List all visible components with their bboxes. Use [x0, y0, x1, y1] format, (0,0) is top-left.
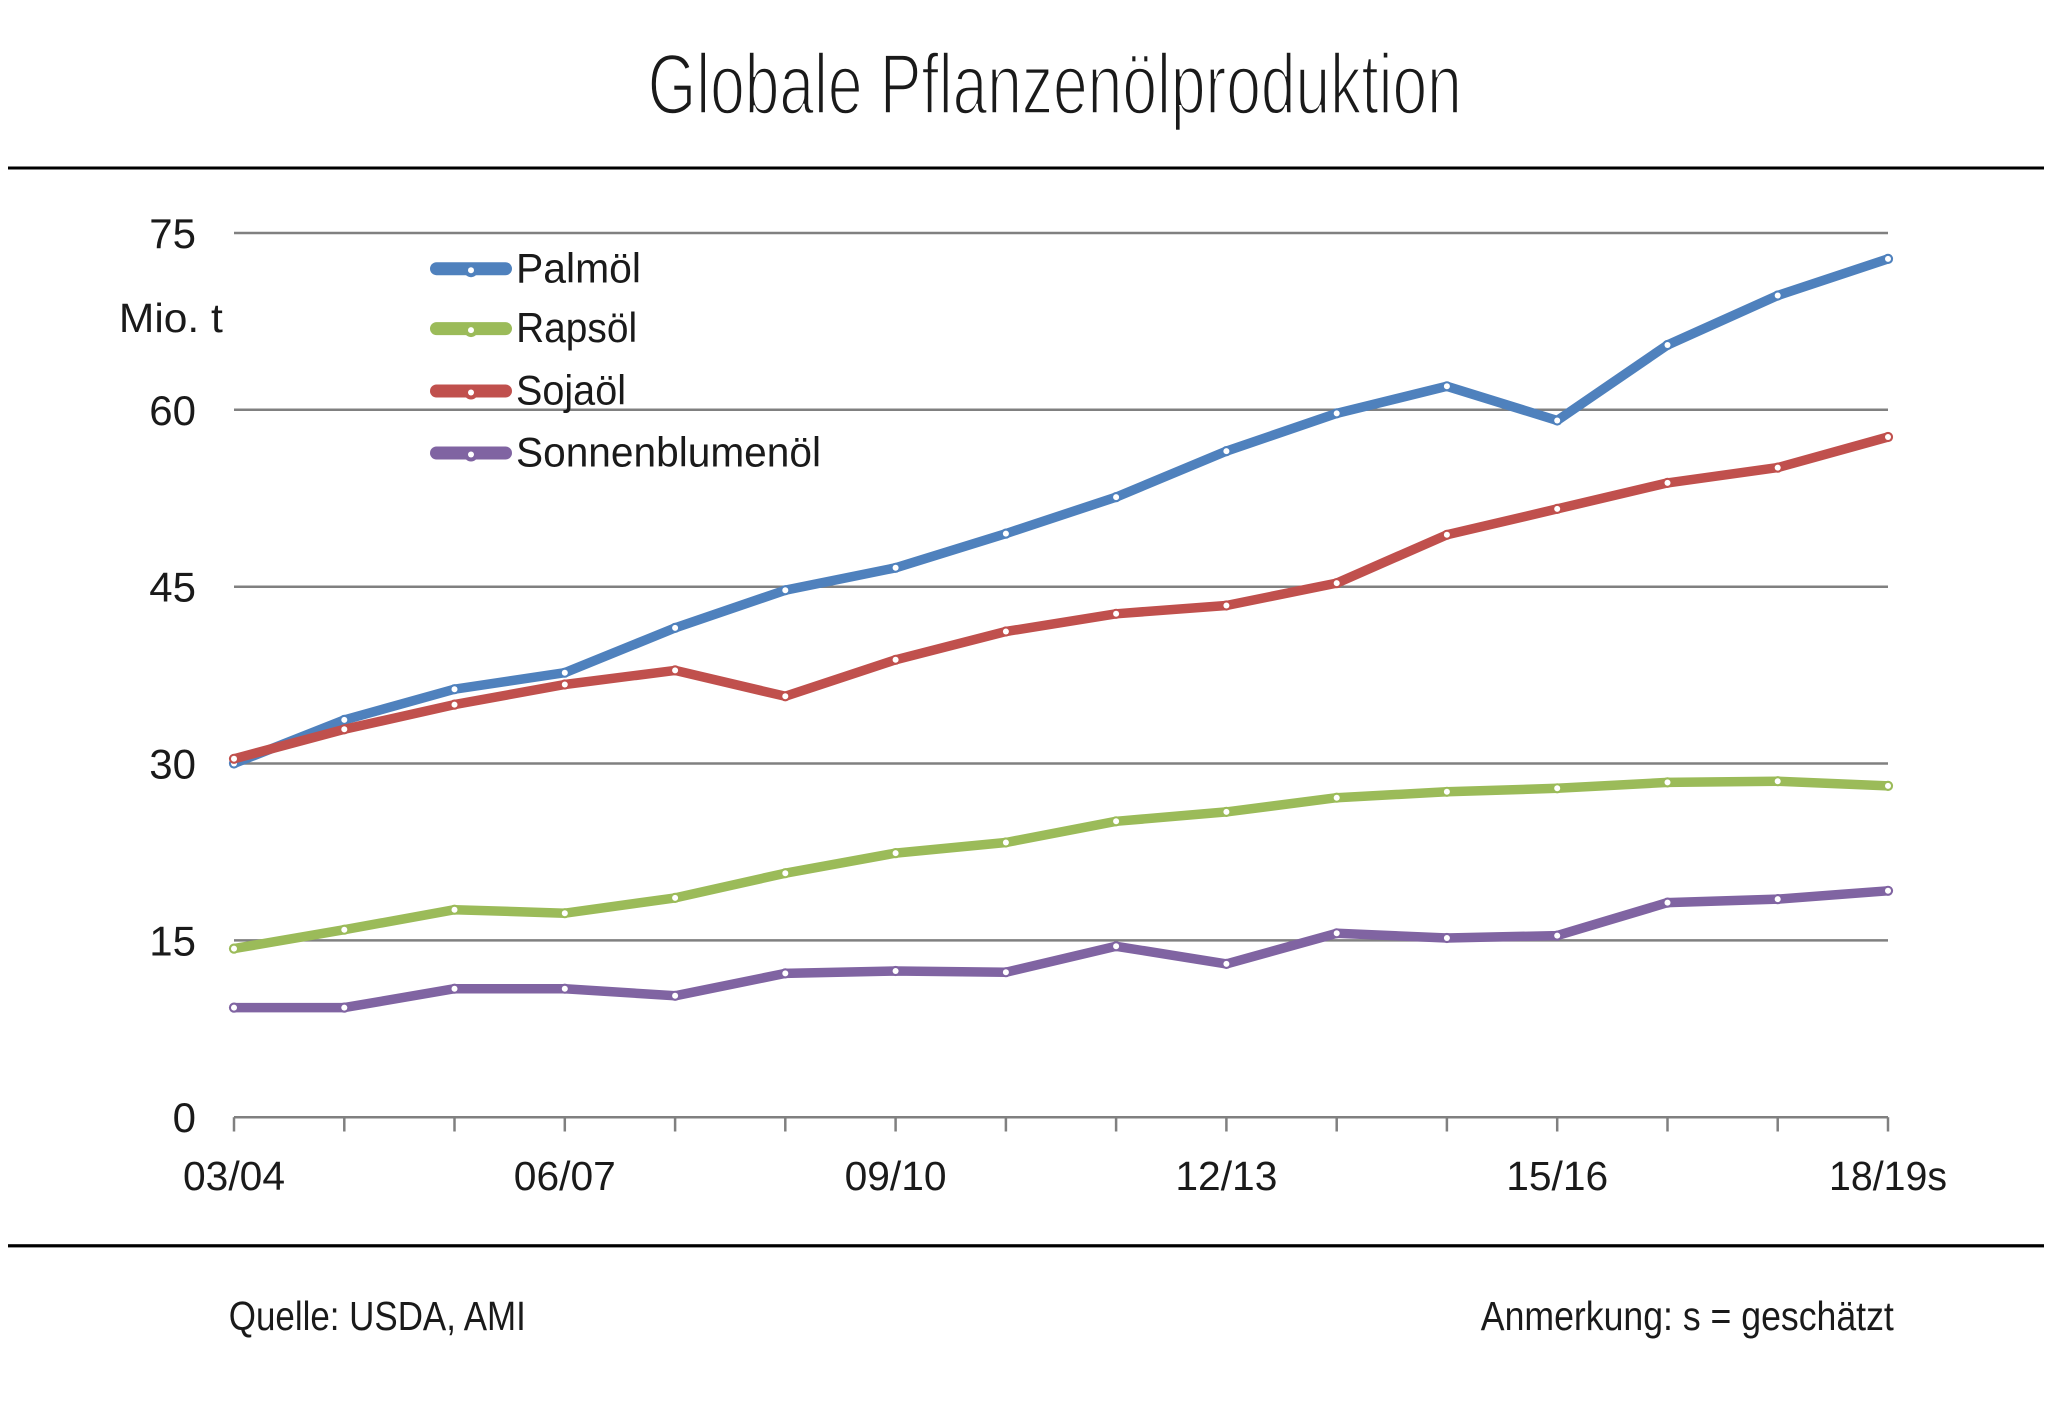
svg-text:06/07: 06/07 [514, 1153, 616, 1199]
svg-text:Globale Pflanzenölproduktion: Globale Pflanzenölproduktion [648, 38, 1462, 133]
svg-text:30: 30 [149, 741, 196, 788]
svg-text:75: 75 [149, 210, 196, 257]
svg-text:Quelle: USDA, AMI: Quelle: USDA, AMI [229, 1293, 526, 1339]
svg-text:Anmerkung: s = geschätzt: Anmerkung: s = geschätzt [1481, 1293, 1895, 1339]
svg-text:15/16: 15/16 [1506, 1153, 1608, 1199]
svg-text:Sonnenblumenöl: Sonnenblumenöl [516, 429, 821, 476]
svg-text:09/10: 09/10 [845, 1153, 947, 1199]
svg-text:Mio. t: Mio. t [119, 295, 224, 341]
svg-text:Sojaöl: Sojaöl [516, 367, 626, 414]
svg-text:18/19s: 18/19s [1829, 1153, 1947, 1199]
svg-text:03/04: 03/04 [183, 1153, 285, 1199]
svg-text:0: 0 [173, 1094, 196, 1141]
svg-text:Palmöl: Palmöl [516, 244, 641, 291]
svg-text:45: 45 [149, 564, 196, 611]
svg-text:Rapsöl: Rapsöl [516, 304, 637, 351]
svg-text:12/13: 12/13 [1175, 1153, 1277, 1199]
svg-text:60: 60 [149, 387, 196, 434]
svg-text:15: 15 [149, 917, 196, 964]
